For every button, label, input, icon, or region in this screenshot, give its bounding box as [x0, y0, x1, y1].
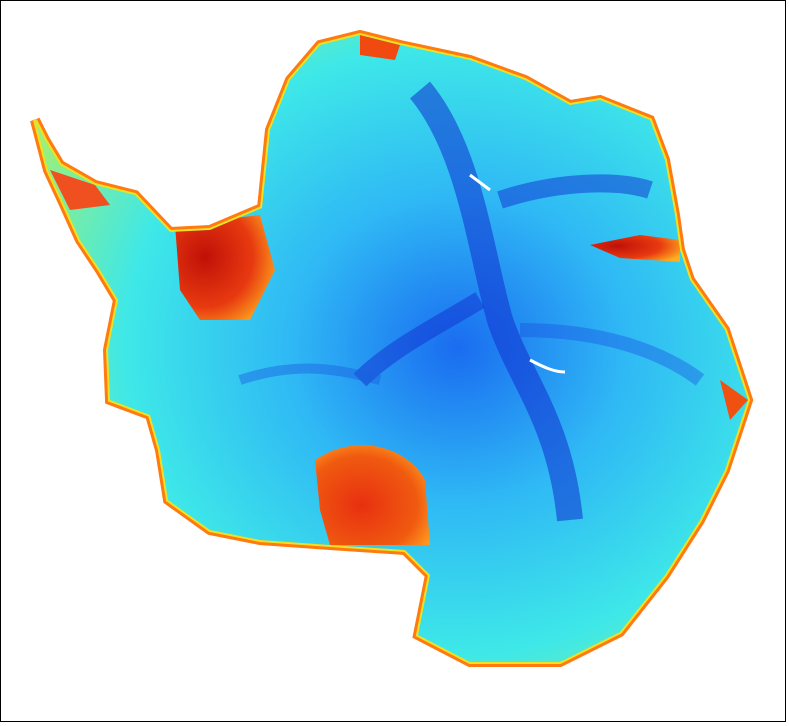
page: [0, 0, 789, 726]
map: [0, 0, 789, 726]
